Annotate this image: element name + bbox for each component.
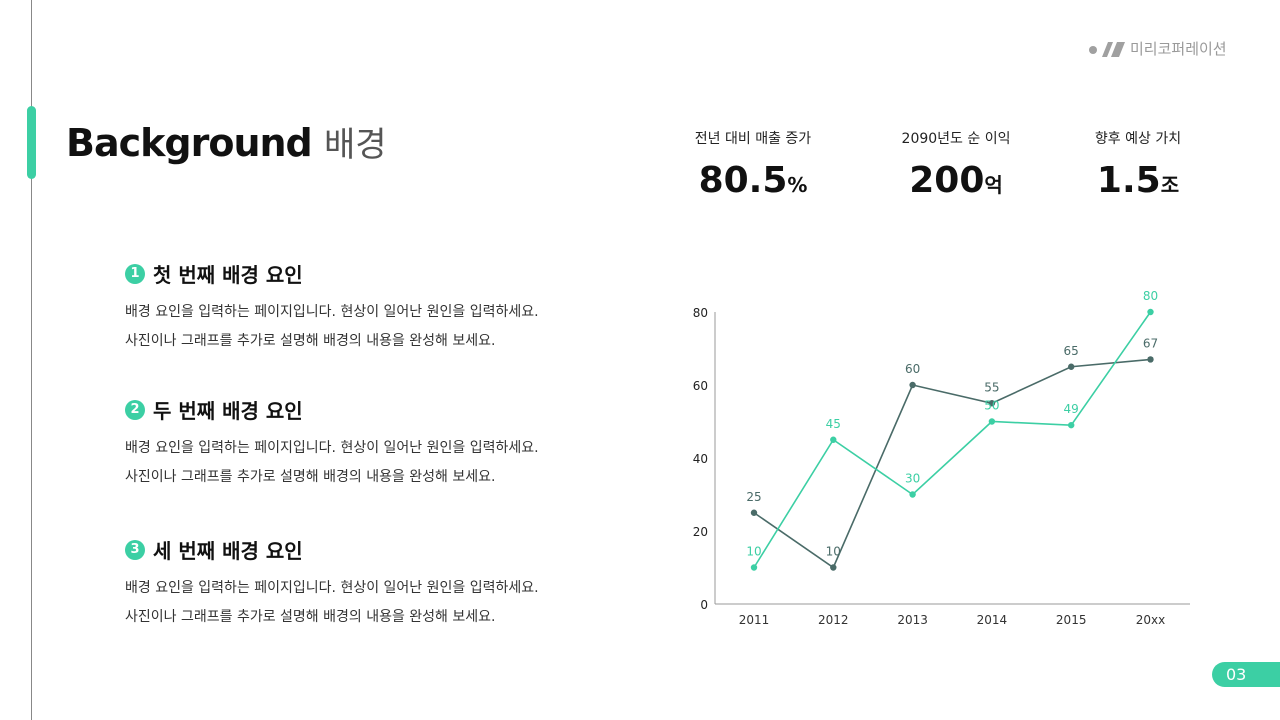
title-korean: 배경 <box>324 125 387 165</box>
logo-mark-icon <box>1089 41 1125 57</box>
data-point <box>1147 308 1154 316</box>
left-divider-line <box>31 0 32 720</box>
stat-value: 200 <box>909 160 985 201</box>
stat-unit: 억 <box>984 173 1003 197</box>
x-tick-label: 2015 <box>1056 613 1087 627</box>
data-label: 50 <box>984 399 999 413</box>
stat-unit: % <box>787 173 808 197</box>
data-point <box>830 436 837 443</box>
number-badge: 3 <box>125 539 145 560</box>
data-label: 25 <box>746 490 761 504</box>
y-tick-label: 80 <box>693 306 708 320</box>
factor-text-line: 사진이나 그래프를 추가로 설명해 배경의 내용을 완성해 보세요. <box>125 469 496 485</box>
data-point <box>750 564 758 571</box>
data-point <box>988 400 996 407</box>
data-label: 49 <box>1064 402 1079 416</box>
data-label: 65 <box>1064 344 1079 358</box>
y-tick-label: 40 <box>693 452 708 466</box>
stat-value: 1.5 <box>1096 160 1161 201</box>
factor-text-line: 사진이나 그래프를 추가로 설명해 배경의 내용을 완성해 보세요. <box>125 609 496 625</box>
data-label: 60 <box>905 362 920 376</box>
page-number: 03 <box>1212 662 1280 687</box>
data-point <box>909 491 916 498</box>
data-label: 45 <box>826 417 841 431</box>
title-english: Background <box>66 121 313 165</box>
background-factor-1: 1 첫 번째 배경 요인 배경 요인을 입력하는 페이지입니다. 현상이 일어난 … <box>125 259 539 356</box>
x-tick-label: 2012 <box>818 613 849 627</box>
data-label: 10 <box>746 545 761 559</box>
series-line-1 <box>753 358 1151 569</box>
stat-label: 2090년도 순 이익 <box>901 131 1011 147</box>
data-label: 67 <box>1143 336 1158 350</box>
data-point <box>1068 363 1075 370</box>
company-logo: 미리코퍼레이션 <box>1088 38 1227 59</box>
x-tick-label: 2011 <box>739 613 770 627</box>
y-tick-label: 20 <box>693 525 708 539</box>
y-tick-label: 0 <box>700 598 708 612</box>
data-point <box>830 564 837 571</box>
x-tick-label: 2013 <box>897 613 928 627</box>
x-tick-label: 20xx <box>1136 613 1165 627</box>
number-badge: 2 <box>125 399 145 420</box>
data-label: 30 <box>905 472 920 486</box>
series-line-2 <box>753 311 1152 568</box>
data-point <box>750 509 758 516</box>
x-tick-label: 2014 <box>977 613 1008 627</box>
page-title: Background 배경 <box>66 117 387 166</box>
background-factor-2: 2 두 번째 배경 요인 배경 요인을 입력하는 페이지입니다. 현상이 일어난 … <box>125 395 539 492</box>
stat-sales-growth: 전년 대비 매출 증가 80.5% <box>673 128 833 201</box>
stat-value: 80.5 <box>698 160 788 201</box>
factor-text-line: 배경 요인을 입력하는 페이지입니다. 현상이 일어난 원인을 입력하세요. <box>125 440 539 456</box>
stat-unit: 조 <box>1160 173 1180 197</box>
factor-heading: 첫 번째 배경 요인 <box>153 263 303 287</box>
stat-expected-value: 향후 예상 가치 1.5조 <box>1058 128 1218 201</box>
factor-text-line: 배경 요인을 입력하는 페이지입니다. 현상이 일어난 원인을 입력하세요. <box>125 304 539 320</box>
stat-net-profit: 2090년도 순 이익 200억 <box>876 128 1036 201</box>
data-label: 80 <box>1143 289 1158 303</box>
data-label: 10 <box>826 545 841 559</box>
background-factor-3: 3 세 번째 배경 요인 배경 요인을 입력하는 페이지입니다. 현상이 일어난 … <box>125 535 539 632</box>
factor-heading: 세 번째 배경 요인 <box>153 539 303 563</box>
data-point <box>988 418 996 425</box>
logo-text: 미리코퍼레이션 <box>1130 40 1227 58</box>
y-tick-label: 60 <box>693 379 708 393</box>
stat-label: 전년 대비 매출 증가 <box>694 131 812 147</box>
number-badge: 1 <box>125 263 145 284</box>
data-label: 55 <box>984 380 999 394</box>
factor-heading: 두 번째 배경 요인 <box>153 399 303 423</box>
data-point <box>1068 421 1075 429</box>
title-accent-bar <box>27 106 36 179</box>
data-point <box>1147 356 1154 363</box>
data-point <box>909 381 916 389</box>
stat-label: 향후 예상 가치 <box>1094 131 1182 147</box>
factor-text-line: 사진이나 그래프를 추가로 설명해 배경의 내용을 완성해 보세요. <box>125 333 496 349</box>
factor-text-line: 배경 요인을 입력하는 페이지입니다. 현상이 일어난 원인을 입력하세요. <box>125 580 539 596</box>
